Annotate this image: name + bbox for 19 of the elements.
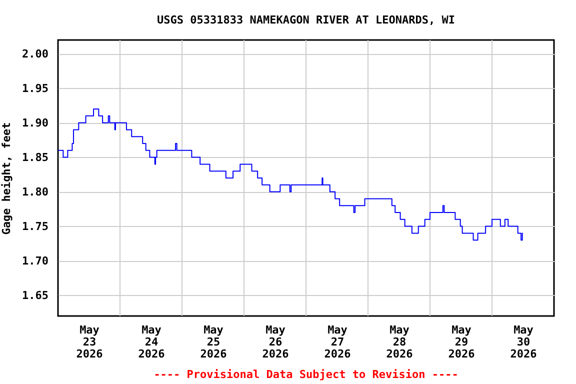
x-tick-label: May 29 2026 [448,324,476,360]
x-tick-label: May 30 2026 [510,324,538,360]
x-tick-label: May 24 2026 [138,324,166,360]
y-tick-label: 2.00 [22,47,48,60]
x-tick-label: May 23 2026 [76,324,104,360]
text: ---- Provisional Data Subject to Revision ---- [154,368,458,381]
chart-title: USGS 05331833 NAMEKAGON RIVER AT LEONARDS, WI [156,14,456,26]
y-tick-label: 1.75 [22,220,48,233]
x-tick-label: May 25 2026 [200,324,228,360]
y-axis-title: Gage height, feet [0,122,14,235]
x-tick-label: May 26 2026 [262,324,290,360]
y-tick-label: 1.65 [22,288,48,302]
y-tick-label: 1.95 [22,82,48,95]
x-tick-label: May 28 2026 [386,324,414,360]
x-tick-label: May 27 2026 [324,324,352,360]
y-tick-label: 1.80 [22,185,48,198]
y-tick-label: 1.85 [22,150,48,164]
y-tick-label: 1.90 [22,116,48,130]
y-tick-label: 1.70 [22,254,48,268]
